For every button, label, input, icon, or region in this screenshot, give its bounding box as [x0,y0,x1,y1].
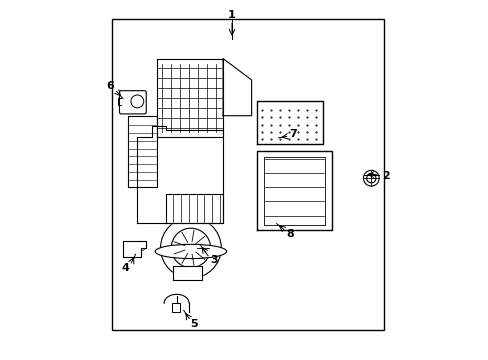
Circle shape [366,174,375,183]
Polygon shape [257,152,331,230]
Text: 1: 1 [228,10,235,20]
Polygon shape [165,194,223,223]
Circle shape [171,228,210,267]
Polygon shape [157,59,223,137]
Circle shape [136,242,145,251]
Text: 7: 7 [288,129,296,139]
Text: 8: 8 [286,229,293,239]
Text: 3: 3 [210,255,218,265]
Text: 6: 6 [106,81,114,91]
Polygon shape [128,116,157,187]
Ellipse shape [155,244,226,258]
Text: 4: 4 [122,262,130,273]
Polygon shape [123,241,146,257]
Polygon shape [257,102,323,144]
Circle shape [160,217,221,278]
Bar [112,19,383,330]
Polygon shape [223,59,251,116]
Circle shape [363,170,378,186]
Polygon shape [173,266,201,280]
Circle shape [131,95,143,108]
Text: 2: 2 [381,171,388,181]
FancyBboxPatch shape [119,91,146,114]
Bar [172,303,180,312]
Polygon shape [137,126,223,223]
Text: 5: 5 [189,319,197,329]
